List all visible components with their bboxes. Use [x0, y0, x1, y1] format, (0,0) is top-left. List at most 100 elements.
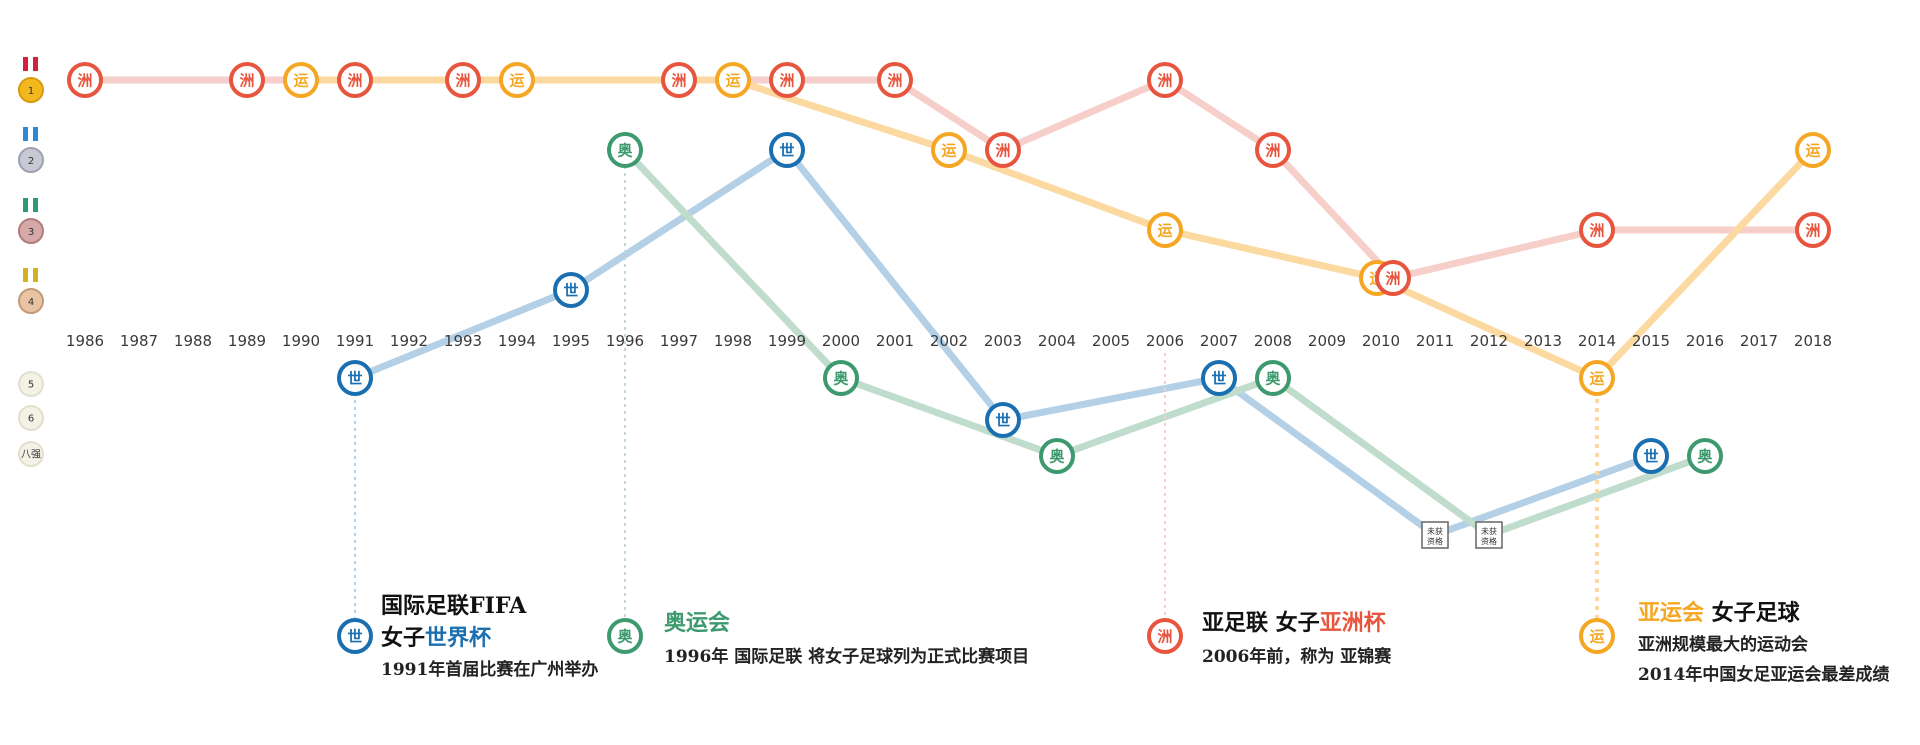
rank-level-label: 1	[28, 86, 34, 97]
year-tick-label: 1992	[390, 332, 428, 350]
year-tick-label: 2001	[876, 332, 914, 350]
asian_games-point-marker: 运	[1579, 360, 1615, 396]
marker-glyph: 运	[293, 72, 308, 90]
year-tick-label: 2003	[984, 332, 1022, 350]
marker-glyph: 洲	[1589, 222, 1604, 240]
asian_cup-point-marker: 洲	[337, 62, 373, 98]
world_cup-point-marker: 世	[769, 132, 805, 168]
marker-glyph: 洲	[1265, 142, 1280, 160]
marker-glyph: 奥	[1265, 370, 1281, 388]
asian_games-point-marker: 运	[931, 132, 967, 168]
marker-ring	[1147, 618, 1183, 654]
year-tick-label: 1993	[444, 332, 482, 350]
legend-olympics: 奥运会 1996年 国际足联 将女子足球列为正式比赛项目	[664, 610, 1029, 667]
year-tick-label: 1987	[120, 332, 158, 350]
asian_games-point-marker: 运	[1795, 132, 1831, 168]
marker-ring	[931, 132, 967, 168]
rank-level-label: 6	[28, 414, 34, 425]
marker-ring	[1147, 62, 1183, 98]
legend-world-cup: 国际足联FIFA 女子世界杯 1991年首届比赛在广州举办	[381, 593, 598, 680]
legend-asian-games-desc2: 2014年中国女足亚运会最差成绩	[1638, 664, 1889, 685]
rank-level-label: 5	[28, 380, 34, 391]
marker-glyph: 世	[563, 282, 578, 300]
medal-icon	[18, 218, 44, 244]
asian_cup-point-marker: 洲	[1795, 212, 1831, 248]
marker-ring	[553, 272, 589, 308]
year-tick-label: 2009	[1308, 332, 1346, 350]
asian_games-point-marker: 运	[715, 62, 751, 98]
marker-glyph: 洲	[1157, 72, 1172, 90]
year-tick-label: 2006	[1146, 332, 1184, 350]
legend-asian-games-desc1: 亚洲规模最大的运动会	[1638, 634, 1808, 655]
marker-glyph: 洲	[455, 72, 470, 90]
marker-glyph: 洲	[1157, 628, 1172, 646]
year-tick-label: 2011	[1416, 332, 1454, 350]
marker-ring	[445, 62, 481, 98]
marker-ring	[715, 62, 751, 98]
year-tick-label: 2008	[1254, 332, 1292, 350]
olympics-point-marker: 奥	[1687, 438, 1723, 474]
marker-ring	[337, 360, 373, 396]
legend: 国际足联FIFA 女子世界杯 1991年首届比赛在广州举办 奥运会 1996年 …	[381, 593, 1889, 685]
marker-ring	[985, 402, 1021, 438]
legend-asian-cup: 亚足联 女子亚洲杯 2006年前，称为 亚锦赛	[1202, 610, 1392, 667]
marker-ring	[823, 360, 859, 396]
marker-ring	[1039, 438, 1075, 474]
asian_cup-point-marker: 洲	[661, 62, 697, 98]
asian_cup-point-marker: 洲	[769, 62, 805, 98]
marker-glyph: 洲	[1805, 222, 1820, 240]
marker-ring	[769, 62, 805, 98]
asian_games-point-marker: 运	[283, 62, 319, 98]
year-tick-label: 1986	[66, 332, 104, 350]
year-tick-label: 1994	[498, 332, 536, 350]
marker-glyph: 奥	[1697, 448, 1713, 466]
marker-glyph: 运	[1805, 142, 1820, 160]
marker-ring	[1201, 360, 1237, 396]
marker-ring	[769, 132, 805, 168]
year-tick-label: 2017	[1740, 332, 1778, 350]
medal-icon	[18, 147, 44, 173]
olympics-point-marker: 奥	[1039, 438, 1075, 474]
not-qualified-box	[1475, 521, 1503, 549]
legend-world-cup-title1: 国际足联FIFA	[381, 593, 527, 619]
world_cup-point-marker: 世	[553, 272, 589, 308]
year-tick-label: 2005	[1092, 332, 1130, 350]
legend-guide-lines	[354, 166, 1599, 630]
year-axis: 1986 1987 1988 1989 1990 1991 1992 1993 1994 1995…	[66, 332, 1832, 350]
marker-ring	[985, 132, 1021, 168]
marker-ring	[283, 62, 319, 98]
rank-axis: 1 2 3 4 5 6 八强	[18, 57, 44, 467]
year-tick-label: 1996	[606, 332, 644, 350]
marker-glyph: 世	[995, 412, 1010, 430]
legend-world-cup-title2: 女子世界杯	[381, 625, 491, 651]
asian_cup-point-marker: 洲	[67, 62, 103, 98]
medal-icon	[18, 77, 44, 103]
asian_cup-point-marker: 洲	[445, 62, 481, 98]
marker-ring	[1687, 438, 1723, 474]
marker-glyph: 运	[509, 72, 524, 90]
asian_cup-point-marker: 洲	[1147, 62, 1183, 98]
asian_games-point-marker: 运	[1147, 212, 1183, 248]
marker-ring	[1255, 360, 1291, 396]
marker-ring	[337, 62, 373, 98]
year-tick-label: 1988	[174, 332, 212, 350]
medal-ribbon	[23, 57, 28, 71]
marker-ring	[337, 618, 373, 654]
year-tick-label: 2018	[1794, 332, 1832, 350]
year-tick-label: 2010	[1362, 332, 1400, 350]
world_cup-point-marker: 世	[337, 360, 373, 396]
medal-ribbon	[23, 268, 28, 282]
world_cup-point-marker: 世	[985, 402, 1021, 438]
not-qualified-label: 未获	[1427, 526, 1443, 536]
series-markers: 运运运运运运运运洲洲洲洲洲洲洲洲洲洲洲洲洲世世世世世未获资格世奥奥奥奥未获资格奥…	[67, 62, 1831, 654]
medal-ribbon	[23, 198, 28, 212]
year-tick-label: 1998	[714, 332, 752, 350]
marker-ring	[1147, 212, 1183, 248]
olympics-legend-marker: 奥	[607, 618, 643, 654]
marker-glyph: 洲	[779, 72, 794, 90]
marker-ring	[1579, 360, 1615, 396]
year-tick-label: 2000	[822, 332, 860, 350]
